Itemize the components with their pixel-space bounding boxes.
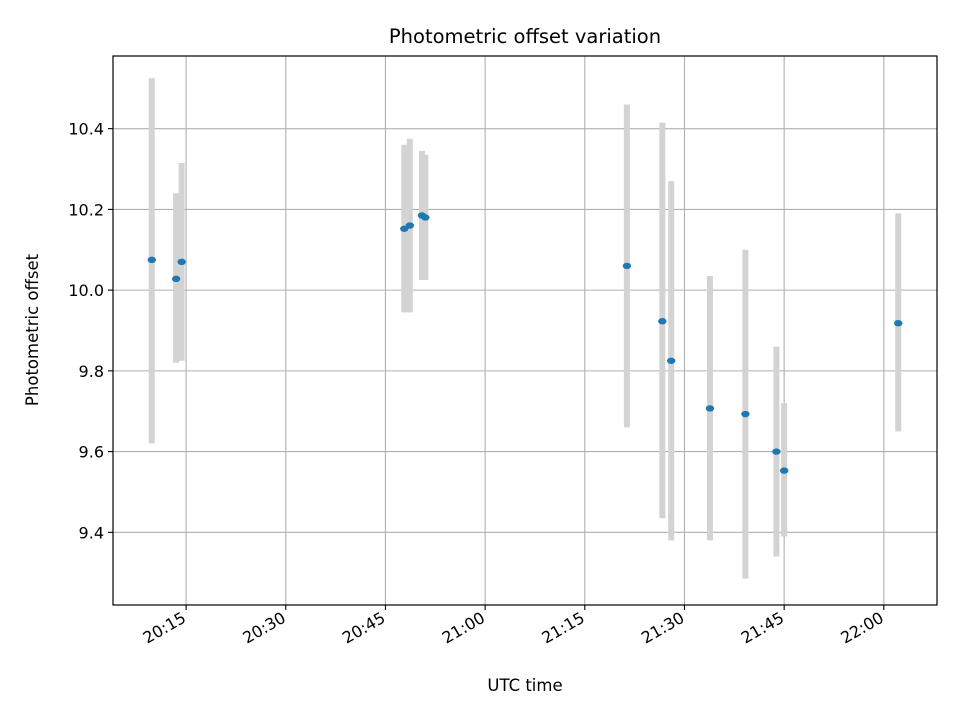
data-point: [405, 222, 415, 229]
data-point: [666, 357, 676, 364]
data-point: [779, 467, 789, 474]
grid: [113, 56, 937, 605]
y-tick-label: 10.2: [68, 200, 104, 219]
y-tick-label: 9.6: [79, 443, 104, 462]
data-point: [177, 258, 186, 266]
chart-title: Photometric offset variation: [389, 25, 661, 48]
data-point: [741, 410, 750, 418]
x-axis-label: UTC time: [487, 676, 562, 695]
data-point: [894, 320, 903, 327]
y-tick-label: 9.4: [79, 523, 104, 542]
y-tick-label: 10.4: [68, 120, 104, 139]
data-point: [421, 214, 430, 221]
y-tick-label: 9.8: [79, 362, 104, 381]
plot-area: [113, 56, 937, 605]
data-point: [622, 262, 632, 270]
y-axis-label: Photometric offset: [23, 253, 42, 406]
data-point: [705, 405, 715, 412]
y-tick-label: 10.0: [68, 281, 104, 300]
data-point: [171, 275, 181, 283]
data-points: [147, 212, 903, 474]
y-axis-ticks: 9.4 9.6 9.8 10.0 10.2 10.4: [68, 120, 113, 542]
data-point: [658, 318, 667, 325]
data-point: [772, 448, 781, 455]
data-point: [147, 256, 156, 264]
plot-frame: [112, 55, 938, 606]
